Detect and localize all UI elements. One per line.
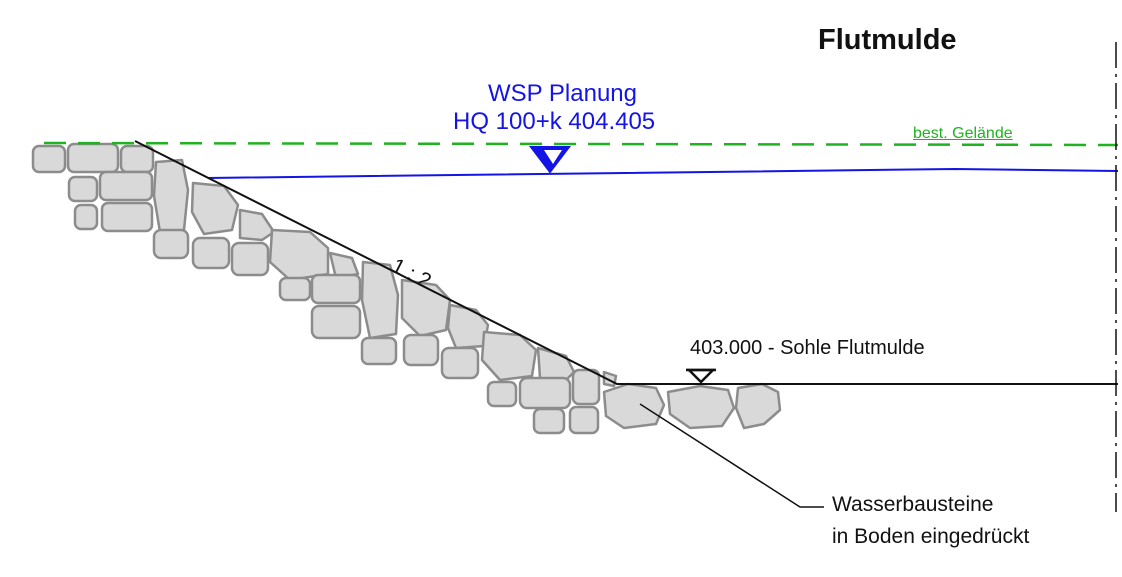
stone (536, 346, 576, 382)
stone (734, 382, 782, 430)
stone (278, 276, 312, 302)
stone (230, 241, 270, 277)
drawing-title: Flutmulde (818, 24, 957, 56)
stone (571, 368, 601, 406)
stone (532, 407, 566, 435)
riprap-stones (31, 142, 782, 435)
water-level-value: HQ 100+k 404.405 (453, 108, 656, 135)
stone (191, 236, 231, 270)
stone (268, 228, 330, 282)
stone (602, 382, 666, 430)
stone (568, 405, 600, 435)
stone (360, 336, 398, 366)
stone (152, 158, 190, 234)
stone (73, 203, 99, 231)
stone (446, 303, 490, 350)
terrain-label: best. Gelände (913, 125, 1013, 142)
stone (360, 260, 400, 340)
stone (440, 346, 480, 380)
stone (486, 380, 518, 408)
bottom-level-marker-icon (685, 368, 717, 384)
stone (152, 228, 190, 260)
stone (119, 144, 155, 174)
water-surface-line (207, 167, 1119, 179)
stone (98, 170, 154, 202)
stone (66, 142, 120, 174)
stone (238, 208, 276, 242)
stone (328, 251, 360, 280)
stone (31, 144, 67, 174)
stone (190, 181, 240, 236)
channel-profile-line (134, 140, 1118, 385)
existing-terrain-line (43, 141, 1119, 147)
channel-bottom-label: 403.000 - Sohle Flutmulde (690, 337, 925, 359)
stone (402, 333, 440, 367)
stone (100, 201, 154, 233)
stone (67, 175, 99, 203)
riprap-annotation-line2: in Boden eingedrückt (832, 525, 1030, 548)
stone (666, 384, 736, 430)
stone (310, 304, 362, 340)
water-level-label: WSP Planung (488, 80, 637, 107)
stone (518, 376, 572, 410)
stone (310, 273, 362, 305)
riprap-annotation-line1: Wasserbausteine (832, 493, 994, 516)
annotation-leader-line (639, 403, 824, 508)
